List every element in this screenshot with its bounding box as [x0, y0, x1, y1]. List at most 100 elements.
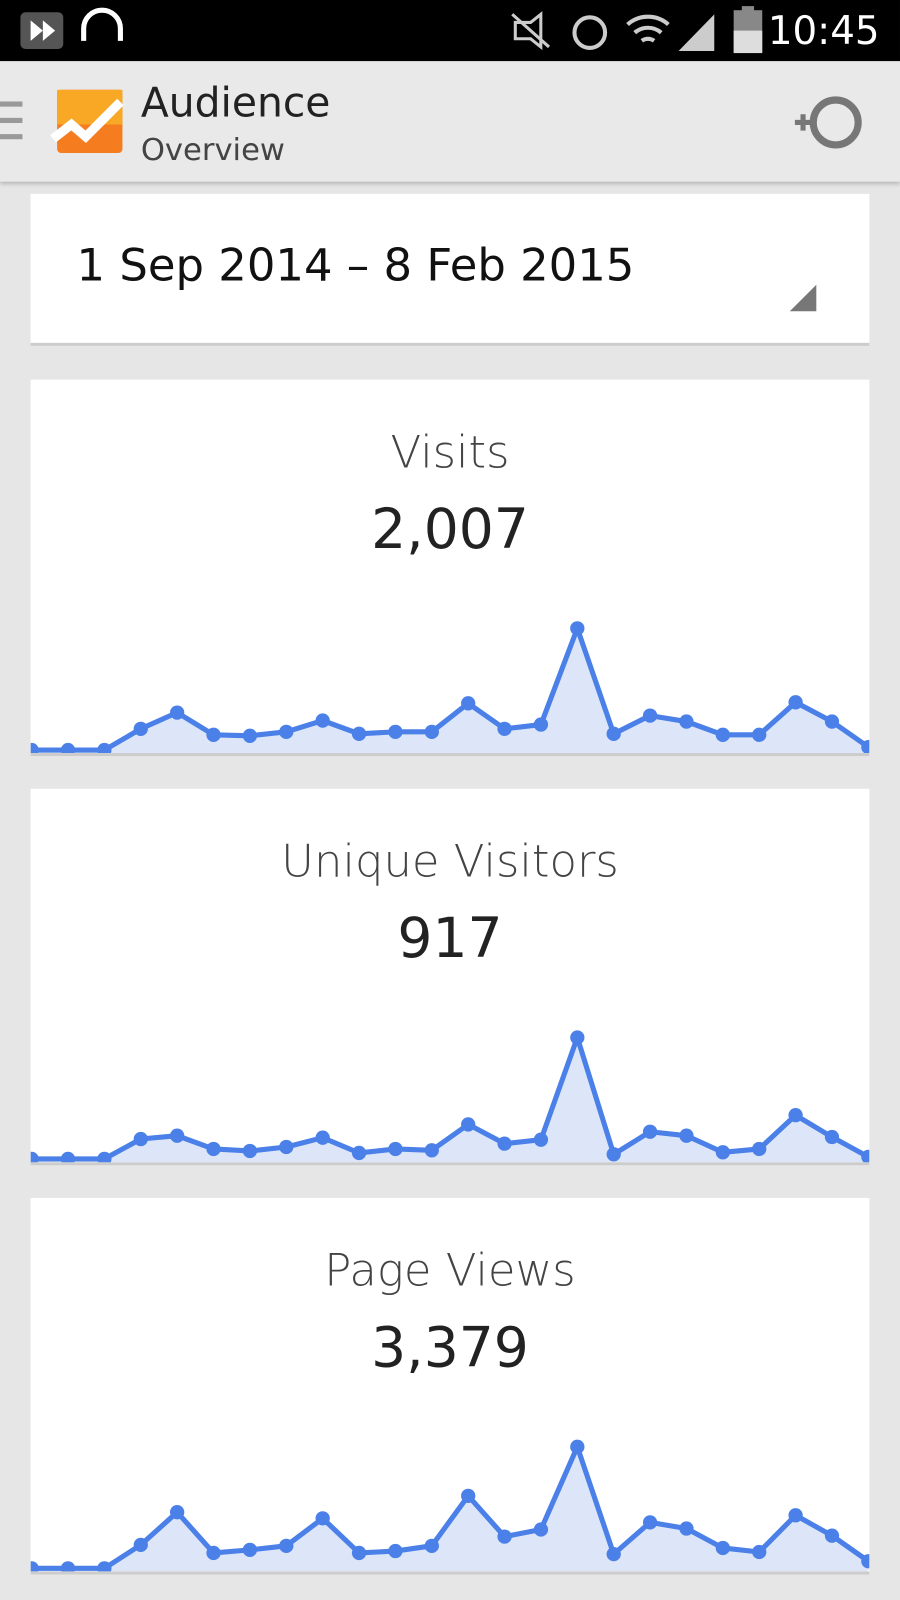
point — [60, 1151, 76, 1163]
point — [206, 1545, 221, 1561]
point — [861, 739, 870, 754]
status-icons — [20, 7, 717, 52]
sparkline — [30, 621, 870, 754]
point — [97, 1561, 112, 1572]
play-icon — [30, 20, 56, 41]
point — [715, 1145, 730, 1160]
point — [315, 1130, 330, 1145]
point — [242, 728, 258, 743]
point — [715, 1540, 730, 1556]
point — [206, 1141, 221, 1157]
point — [461, 1488, 476, 1503]
point — [642, 1515, 658, 1530]
point — [533, 1522, 549, 1537]
point — [606, 1147, 621, 1162]
area — [31, 1037, 869, 1163]
point — [351, 1145, 367, 1161]
wifi-icon — [626, 14, 670, 43]
point — [30, 742, 39, 754]
point — [60, 742, 76, 754]
point — [30, 1151, 39, 1163]
point — [642, 708, 658, 723]
headphones-icon — [81, 7, 123, 41]
metric-title: Page Views — [324, 1244, 576, 1297]
add-segment-button[interactable] — [791, 82, 873, 164]
point — [97, 1151, 112, 1163]
point — [606, 726, 621, 741]
point — [60, 1561, 76, 1572]
point — [861, 1554, 870, 1569]
point — [170, 1505, 185, 1520]
point — [279, 724, 294, 739]
point — [824, 1528, 840, 1543]
point — [461, 1117, 476, 1132]
alarm-icon — [572, 15, 608, 50]
point — [715, 727, 730, 742]
mute-icon — [511, 11, 550, 51]
status-bar: 10:45 — [0, 0, 900, 62]
metric-value: 3,379 — [371, 1315, 529, 1380]
point — [752, 727, 767, 742]
point — [497, 1136, 512, 1151]
metric-card[interactable]: Visits 2,007 — [30, 379, 870, 757]
point — [497, 721, 512, 736]
metric-card[interactable]: Unique Visitors 917 — [30, 788, 870, 1166]
point — [279, 1538, 294, 1553]
point — [533, 717, 549, 732]
metric-value: 917 — [397, 906, 503, 971]
point — [424, 1538, 439, 1553]
area — [31, 1446, 869, 1572]
point — [388, 1141, 403, 1157]
point — [679, 1521, 694, 1536]
date-range: 1 Sep 2014 – 8 Feb 2015 — [76, 239, 635, 292]
point — [388, 724, 403, 739]
point — [461, 696, 476, 711]
point — [788, 1108, 803, 1123]
point — [533, 1132, 549, 1147]
point — [606, 1546, 621, 1562]
dropdown-arrow — [789, 284, 817, 312]
point — [242, 1542, 258, 1558]
point — [133, 1131, 148, 1147]
metric-title: Unique Visitors — [281, 835, 619, 888]
point — [679, 714, 694, 729]
point — [824, 714, 840, 729]
area — [31, 628, 869, 754]
point — [133, 721, 148, 736]
point — [679, 1128, 694, 1143]
point — [315, 713, 330, 728]
clock: 10:45 — [767, 8, 880, 54]
point — [788, 1508, 803, 1523]
point — [351, 1545, 367, 1561]
point — [315, 1511, 330, 1526]
point — [206, 727, 221, 742]
point — [752, 1141, 767, 1157]
metric-card[interactable]: Page Views 3,379 — [30, 1197, 870, 1575]
point — [642, 1124, 658, 1139]
point — [861, 1149, 870, 1163]
point — [170, 705, 185, 720]
point — [30, 1561, 39, 1572]
signal-icon — [678, 12, 717, 52]
point — [570, 1030, 585, 1045]
point — [424, 724, 439, 739]
point — [424, 1143, 439, 1158]
date-range-picker[interactable]: 1 Sep 2014 – 8 Feb 2015 — [30, 193, 870, 346]
screen-subtitle: Overview — [140, 132, 285, 169]
point — [242, 1143, 258, 1159]
metric-value: 2,007 — [371, 496, 529, 562]
point — [497, 1529, 512, 1544]
point — [570, 1439, 585, 1454]
sparkline — [30, 1439, 870, 1572]
app-bar: Audience Overview — [0, 61, 900, 182]
point — [388, 1543, 403, 1559]
point — [824, 1129, 840, 1145]
point — [133, 1537, 148, 1553]
battery-icon — [733, 6, 763, 54]
point — [170, 1128, 185, 1143]
point — [97, 742, 112, 754]
app-logo[interactable] — [0, 61, 133, 181]
point — [788, 695, 803, 710]
